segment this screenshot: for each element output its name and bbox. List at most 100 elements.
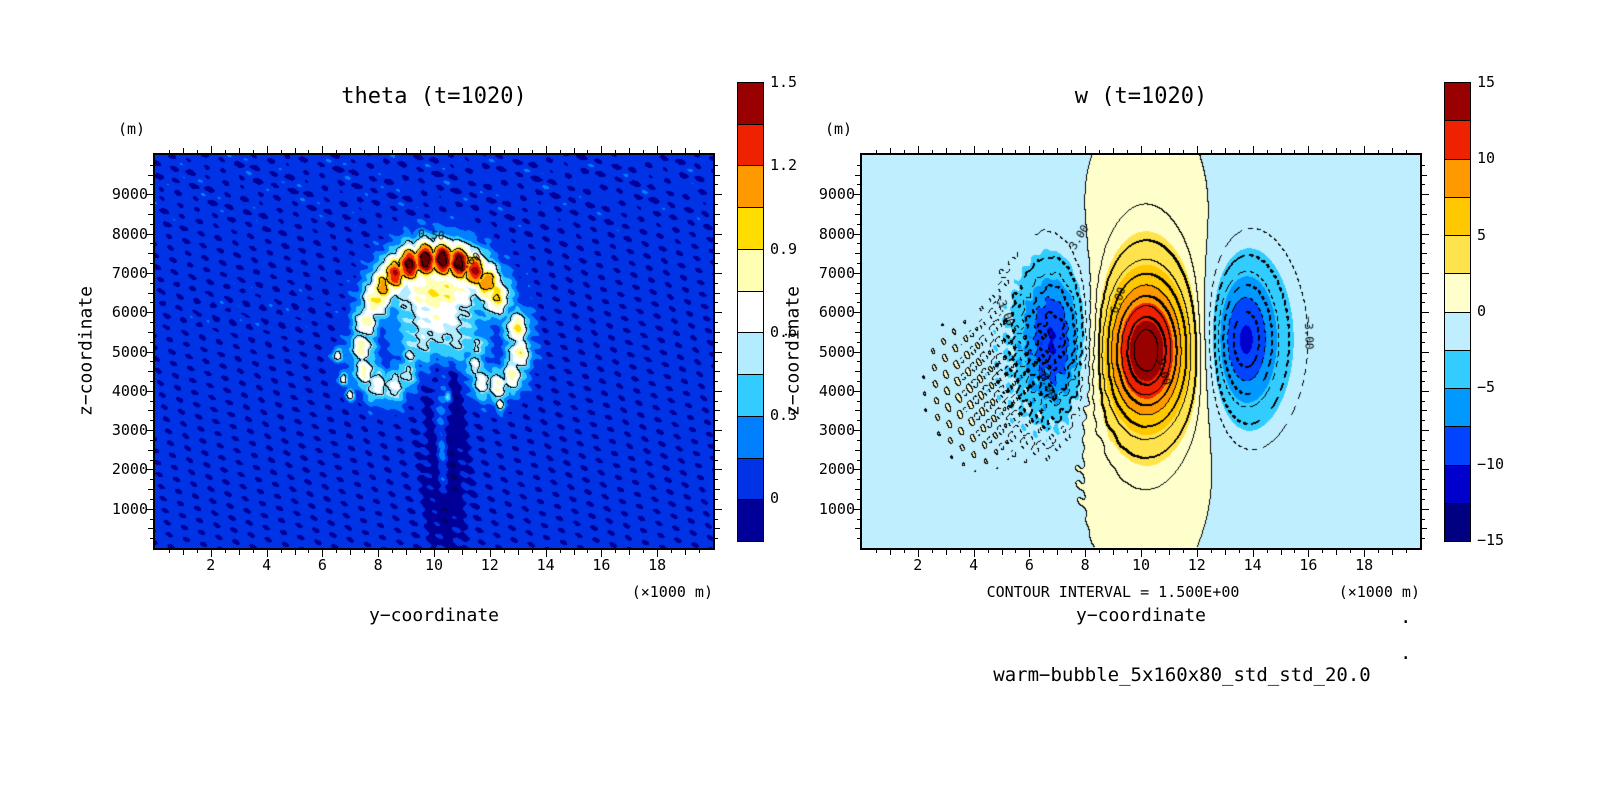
- y-axis-tick: [715, 223, 718, 225]
- y-axis-tick: [715, 213, 720, 215]
- x-axis-tick: [308, 550, 310, 553]
- y-axis-tick: [1422, 292, 1427, 294]
- x-axis-tick: [657, 146, 659, 153]
- y-axis-tick: [1422, 312, 1429, 314]
- colorbar-band: [1445, 426, 1470, 465]
- y-axis-tick: [1422, 518, 1425, 520]
- y-axis-tick: [146, 508, 153, 510]
- y-axis-tick: [715, 341, 718, 343]
- y-axis-tick: [1422, 430, 1429, 432]
- y-axis-tick: [715, 312, 722, 314]
- x-axis-tick: [545, 146, 547, 153]
- colorbar-band: [738, 499, 763, 542]
- y-tick-label: 3000: [818, 421, 855, 440]
- y-axis-tick: [1422, 243, 1425, 245]
- x-axis-tick: [959, 550, 961, 553]
- y-axis-tick: [1422, 263, 1425, 265]
- colorbar-tick-label: 1.2: [770, 156, 798, 175]
- x-axis-tick: [1224, 550, 1226, 555]
- y-axis-tick: [1422, 223, 1425, 225]
- x-axis-tick: [489, 146, 491, 153]
- y-axis-tick: [715, 498, 718, 500]
- y-tick-label: 8000: [111, 224, 148, 243]
- y-axis-tick: [853, 508, 860, 510]
- colorbar-tick-label: 1.5: [770, 73, 798, 91]
- y-axis-tick: [1422, 184, 1425, 186]
- w-y-axis-label: z−coordinate: [782, 285, 804, 417]
- colorbar-band: [738, 290, 763, 333]
- x-axis-tick: [699, 550, 701, 553]
- y-axis-tick: [715, 400, 718, 402]
- x-axis-tick: [973, 146, 975, 153]
- x-axis-tick: [252, 550, 254, 553]
- y-axis-tick: [1422, 439, 1425, 441]
- y-axis-tick: [715, 489, 720, 491]
- y-axis-tick: [1422, 420, 1425, 422]
- theta-x-units-label: (×1000 m): [631, 583, 713, 601]
- x-tick-label: 12: [1187, 556, 1206, 574]
- y-axis-tick: [715, 459, 718, 461]
- x-tick-label: 18: [1355, 556, 1374, 574]
- x-axis-tick: [559, 550, 561, 553]
- y-axis-tick: [1422, 390, 1429, 392]
- y-axis-tick: [1422, 302, 1425, 304]
- y-tick-label: 5000: [818, 342, 855, 361]
- colorbar-band: [738, 332, 763, 375]
- y-axis-tick: [1422, 508, 1429, 510]
- colorbar-tick-label: −10: [1477, 454, 1505, 473]
- y-axis-tick: [715, 204, 718, 206]
- x-axis-tick: [987, 550, 989, 553]
- x-axis-tick: [434, 146, 435, 153]
- w-y-units-label: (m): [825, 120, 853, 138]
- x-axis-tick: [503, 550, 505, 553]
- y-axis-tick: [715, 243, 718, 245]
- x-tick-label: 4: [969, 556, 979, 574]
- x-axis-tick: [1392, 550, 1394, 555]
- x-axis-tick: [1099, 550, 1101, 553]
- colorbar-band: [738, 457, 763, 500]
- x-axis-tick: [350, 550, 352, 555]
- x-axis-tick: [1043, 550, 1045, 553]
- x-axis-tick: [378, 146, 380, 153]
- colorbar-band: [1445, 158, 1470, 197]
- x-axis-tick: [1001, 550, 1003, 555]
- w-contour-interval-note: CONTOUR INTERVAL = 1.500E+00: [986, 583, 1240, 601]
- colorbar-band: [1445, 120, 1470, 159]
- colorbar-band: [1445, 349, 1470, 388]
- y-axis-tick: [1422, 174, 1427, 176]
- y-axis-tick: [715, 164, 718, 166]
- w-plot-title: w (t=1020): [1074, 84, 1208, 109]
- y-axis-tick: [146, 272, 153, 274]
- y-axis-tick: [715, 538, 718, 540]
- y-axis-tick: [715, 302, 718, 304]
- y-axis-tick: [1422, 351, 1429, 353]
- x-tick-label: 2: [206, 556, 216, 574]
- x-axis-tick: [336, 550, 338, 553]
- x-axis-tick: [1141, 550, 1142, 557]
- y-axis-tick: [715, 410, 720, 412]
- y-tick-label: 7000: [818, 263, 855, 282]
- colorbar-band: [1445, 235, 1470, 274]
- colorbar-tick-label: 0: [770, 489, 780, 508]
- y-axis-tick: [1422, 371, 1427, 373]
- y-axis-tick: [1422, 341, 1425, 343]
- x-axis-tick: [1071, 550, 1073, 553]
- x-tick-label: 16: [592, 556, 611, 574]
- x-axis-tick: [489, 550, 491, 557]
- y-axis-tick: [146, 233, 153, 235]
- x-axis-tick: [322, 550, 324, 557]
- theta-plot-frame: [153, 153, 715, 550]
- x-axis-tick: [615, 550, 617, 553]
- x-axis-tick: [573, 550, 575, 555]
- x-tick-label: 14: [536, 556, 555, 574]
- x-axis-tick: [1113, 550, 1115, 555]
- x-axis-tick: [406, 550, 408, 555]
- colorbar-tick-label: 0: [1477, 302, 1487, 320]
- x-axis-tick: [601, 146, 603, 153]
- y-axis-tick: [715, 420, 718, 422]
- stray-dot: .: [1400, 642, 1412, 664]
- x-axis-tick: [266, 146, 268, 153]
- y-axis-tick: [853, 351, 860, 353]
- y-axis-tick: [1422, 469, 1429, 471]
- x-axis-tick: [1029, 550, 1031, 557]
